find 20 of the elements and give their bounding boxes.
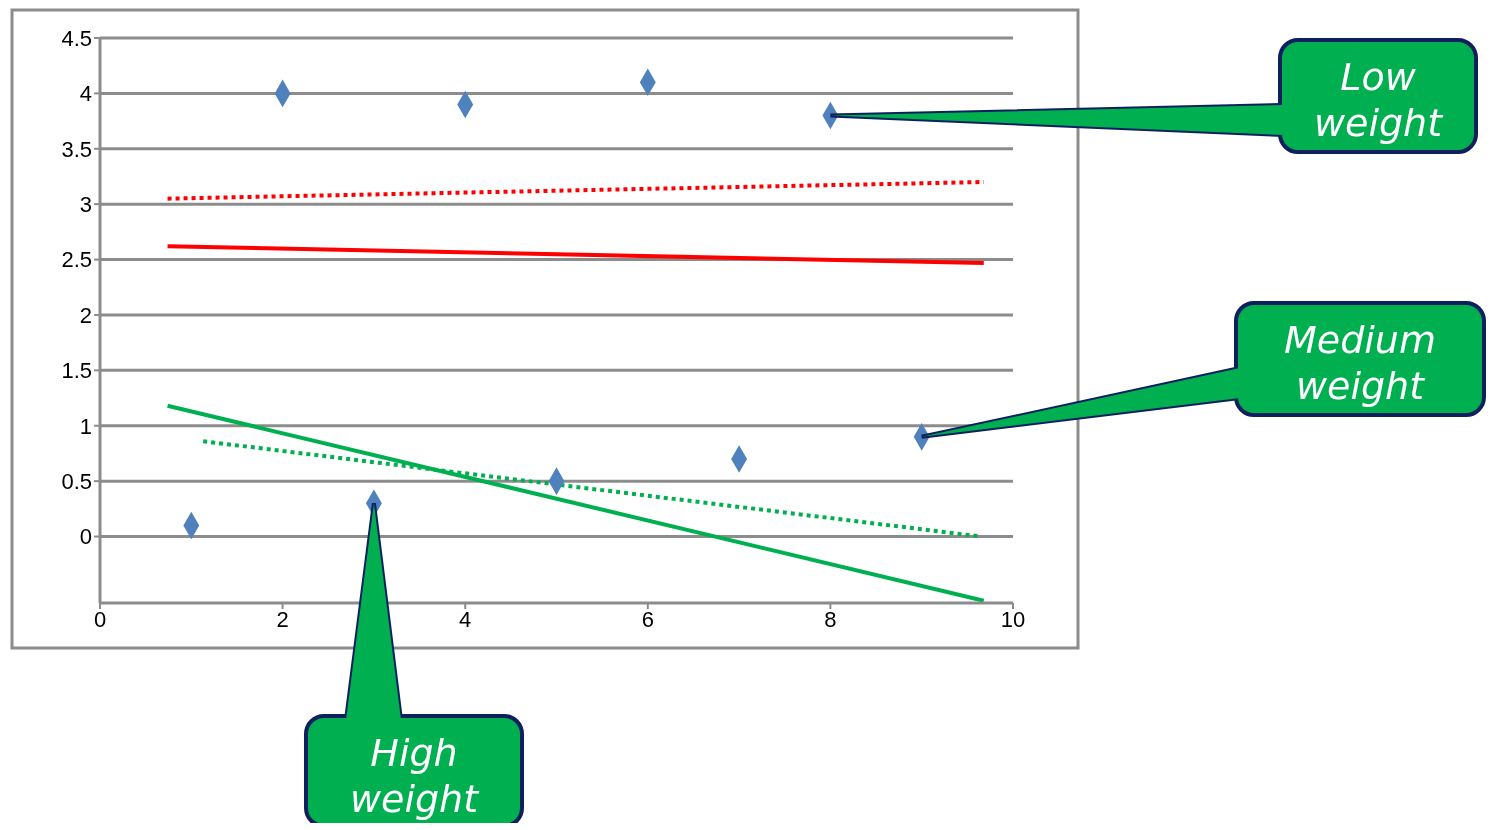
x-tick-label: 6 bbox=[641, 606, 654, 632]
y-tick-label: 4 bbox=[79, 81, 92, 107]
y-tick-label: 3.5 bbox=[61, 136, 92, 162]
y-tick-label: 0.5 bbox=[61, 468, 92, 494]
y-tick-label: 1 bbox=[79, 413, 92, 439]
callout-box: Low weight bbox=[828, 38, 1478, 154]
annotation: High weight bbox=[349, 731, 481, 821]
annotation: Medium weight bbox=[1284, 318, 1436, 408]
x-tick-label: 4 bbox=[459, 606, 472, 632]
x-tick-label: 8 bbox=[824, 606, 837, 632]
y-tick-label: 2 bbox=[79, 302, 92, 328]
y-tick-label: 2.5 bbox=[61, 247, 92, 273]
x-tick-label: 10 bbox=[1000, 606, 1026, 632]
y-tick-label: 3 bbox=[79, 191, 92, 217]
annotation: Low weight bbox=[1313, 55, 1445, 145]
x-tick-label: 2 bbox=[276, 606, 289, 632]
callout-box: Medium weight bbox=[919, 301, 1486, 439]
y-tick-label: 4.5 bbox=[61, 25, 92, 51]
y-tick-label: 0 bbox=[79, 524, 92, 550]
y-tick-label: 1.5 bbox=[61, 358, 92, 384]
